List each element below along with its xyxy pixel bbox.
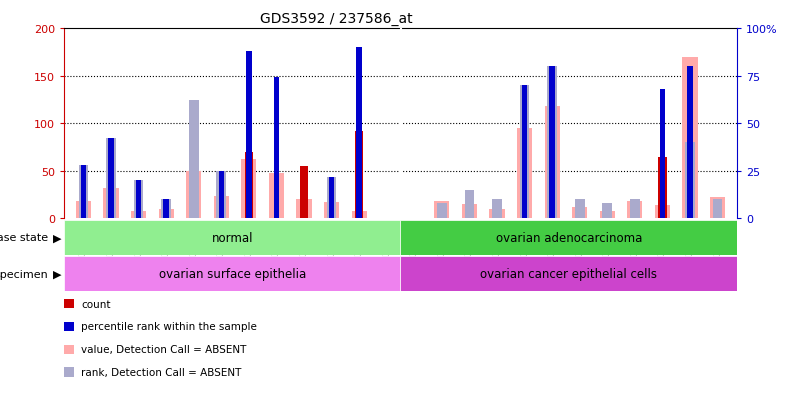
Bar (549, 67, 555, 219)
Bar (189, 101, 199, 219)
Bar (103, 188, 119, 219)
Bar (269, 173, 284, 219)
Bar (710, 198, 725, 219)
Bar (296, 200, 312, 219)
Bar (134, 181, 143, 219)
Bar (517, 129, 532, 219)
Bar (159, 209, 174, 219)
Bar (216, 171, 226, 219)
Bar (547, 67, 557, 219)
Bar (660, 90, 665, 219)
Bar (241, 160, 256, 219)
Bar (108, 139, 114, 219)
Bar (572, 207, 587, 219)
Bar (682, 57, 698, 219)
Bar (520, 86, 529, 219)
Bar (214, 196, 229, 219)
Text: value, Detection Call = ABSENT: value, Detection Call = ABSENT (81, 344, 246, 354)
Text: specimen: specimen (0, 269, 48, 279)
Text: GDS3592 / 237586_at: GDS3592 / 237586_at (260, 12, 413, 26)
Bar (575, 200, 585, 219)
Bar (627, 202, 642, 219)
Bar (521, 86, 527, 219)
Bar (489, 209, 505, 219)
Text: ▶: ▶ (53, 269, 62, 279)
Bar (136, 181, 141, 219)
Text: rank, Detection Call = ABSENT: rank, Detection Call = ABSENT (81, 367, 241, 377)
Bar (400, 220, 737, 255)
Bar (437, 204, 447, 219)
Bar (76, 202, 91, 219)
Bar (465, 190, 474, 219)
Text: ovarian adenocarcinoma: ovarian adenocarcinoma (496, 231, 642, 244)
Text: percentile rank within the sample: percentile rank within the sample (81, 322, 257, 332)
Bar (131, 211, 146, 219)
Bar (545, 107, 560, 219)
Bar (713, 200, 723, 219)
Bar (658, 157, 666, 219)
Bar (600, 211, 615, 219)
Bar (655, 206, 670, 219)
Bar (328, 177, 334, 219)
Text: normal: normal (211, 231, 253, 244)
Text: ovarian surface epithelia: ovarian surface epithelia (159, 268, 306, 280)
Bar (64, 220, 400, 255)
Text: ovarian cancer epithelial cells: ovarian cancer epithelial cells (481, 268, 657, 280)
Bar (630, 200, 640, 219)
Bar (687, 67, 693, 219)
Bar (352, 211, 367, 219)
Bar (356, 48, 362, 219)
Bar (602, 204, 612, 219)
Bar (400, 256, 737, 292)
Bar (246, 52, 252, 219)
Bar (685, 143, 694, 219)
Text: count: count (81, 299, 111, 309)
Bar (274, 78, 280, 219)
Bar (244, 152, 253, 219)
Text: ▶: ▶ (53, 233, 62, 243)
Bar (324, 203, 339, 219)
Text: disease state: disease state (0, 233, 48, 243)
Bar (186, 171, 201, 219)
Bar (434, 202, 449, 219)
Bar (492, 200, 502, 219)
Bar (64, 256, 400, 292)
Bar (300, 167, 308, 219)
Bar (163, 200, 169, 219)
Bar (355, 131, 364, 219)
Bar (219, 171, 224, 219)
Bar (327, 177, 336, 219)
Bar (81, 166, 87, 219)
Bar (161, 200, 171, 219)
Bar (106, 139, 116, 219)
Bar (462, 205, 477, 219)
Bar (78, 166, 88, 219)
